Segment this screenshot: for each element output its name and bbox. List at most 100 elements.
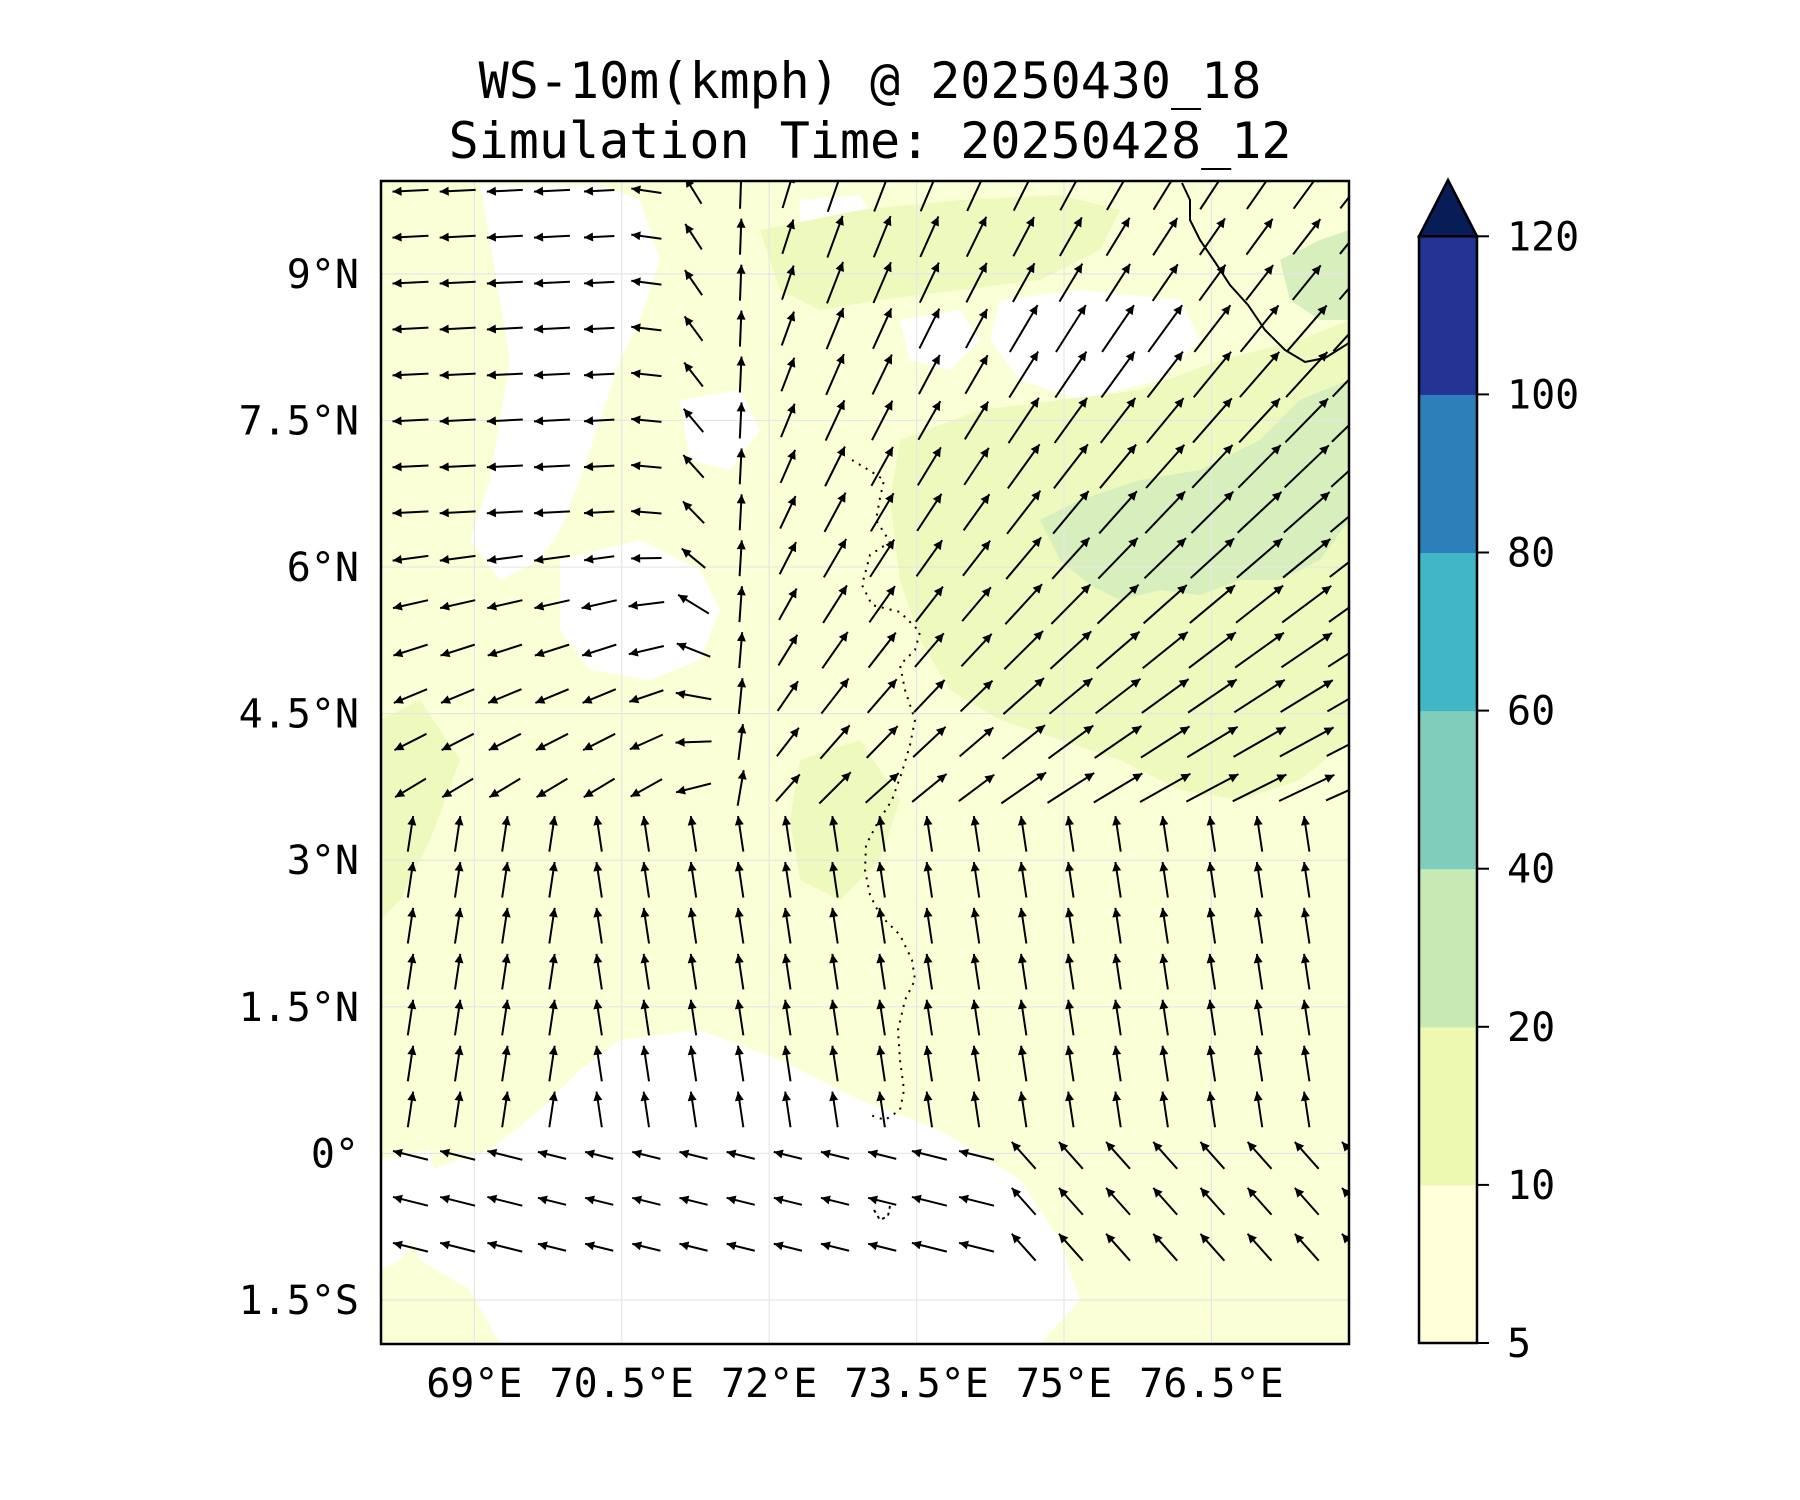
wind-arrow bbox=[923, 1091, 934, 1128]
wind-arrow bbox=[966, 181, 983, 212]
wind-arrow bbox=[1199, 1141, 1226, 1170]
wind-arrow bbox=[820, 1241, 850, 1252]
wind-arrow bbox=[392, 1148, 429, 1161]
wind-arrow bbox=[1152, 1141, 1178, 1170]
wind-arrow bbox=[439, 186, 476, 196]
wind-arrow bbox=[583, 186, 615, 196]
wind-arrow bbox=[734, 1045, 745, 1082]
wind-arrow bbox=[1189, 584, 1236, 624]
wind-arrow bbox=[1054, 350, 1088, 399]
wind-arrow bbox=[1052, 490, 1090, 535]
wind-arrow bbox=[640, 1045, 650, 1082]
wind-arrow bbox=[1281, 585, 1332, 624]
wind-arrow bbox=[916, 493, 943, 532]
colorbar-segment bbox=[1419, 710, 1477, 870]
wind-arrow bbox=[535, 732, 569, 752]
wind-arrow bbox=[1058, 1187, 1084, 1216]
wind-arrow bbox=[406, 907, 417, 944]
wind-arrow bbox=[593, 999, 603, 1036]
wind-arrow bbox=[1280, 632, 1333, 669]
wind-arrow bbox=[919, 181, 935, 212]
wind-arrow bbox=[821, 631, 849, 669]
wind-arrow bbox=[865, 772, 900, 804]
wind-arrow bbox=[501, 907, 511, 944]
wind-arrow bbox=[970, 861, 981, 898]
wind-arrow bbox=[439, 324, 476, 334]
wind-arrow bbox=[631, 461, 662, 471]
wind-arrow bbox=[1253, 861, 1264, 898]
wind-arrow bbox=[582, 732, 616, 752]
wind-arrow bbox=[958, 773, 995, 803]
wind-arrow bbox=[876, 1045, 886, 1082]
wind-arrow bbox=[632, 1241, 661, 1252]
wind-arrow bbox=[486, 554, 523, 564]
wind-arrow bbox=[734, 907, 745, 944]
wind-arrow bbox=[822, 584, 848, 624]
wind-arrow bbox=[1283, 491, 1331, 534]
wind-arrow bbox=[534, 643, 570, 658]
wind-arrow bbox=[1206, 999, 1217, 1036]
wind-arrow bbox=[1236, 491, 1283, 534]
wind-arrow bbox=[776, 727, 800, 757]
wind-arrow bbox=[736, 356, 746, 393]
wind-arrow bbox=[392, 232, 429, 242]
wind-arrow bbox=[1239, 304, 1280, 353]
wind-arrow bbox=[631, 369, 662, 379]
wind-arrow bbox=[826, 261, 844, 304]
wind-arrow bbox=[584, 1195, 614, 1206]
wind-arrow bbox=[1009, 304, 1039, 353]
maldives-atolls bbox=[851, 459, 922, 1122]
wind-arrow bbox=[1017, 953, 1028, 990]
wind-arrow bbox=[726, 1195, 755, 1206]
wind-arrow bbox=[632, 1149, 661, 1160]
wind-arrow bbox=[913, 679, 946, 713]
wind-vectors bbox=[392, 181, 1349, 1262]
wind-arrow bbox=[582, 688, 617, 704]
wind-arrow bbox=[682, 500, 705, 524]
map-frame bbox=[379, 179, 1351, 1346]
wind-arrow bbox=[1233, 678, 1286, 714]
wind-arrow bbox=[1093, 772, 1143, 804]
wind-arrow bbox=[1094, 725, 1142, 759]
wind-arrow bbox=[736, 264, 746, 301]
wind-arrow bbox=[780, 403, 796, 438]
wind-arrow bbox=[959, 679, 994, 713]
wind-arrow bbox=[486, 462, 523, 472]
calm-wind-region bbox=[990, 290, 1200, 400]
wind-arrow bbox=[915, 539, 944, 577]
wind-arrow bbox=[487, 643, 523, 658]
wind-arrow bbox=[826, 181, 840, 213]
wind-arrow bbox=[1152, 217, 1179, 256]
wind-arrow bbox=[782, 815, 792, 852]
wind-arrow bbox=[736, 448, 746, 485]
wind-arrow bbox=[1327, 652, 1349, 668]
wind-arrow bbox=[533, 232, 571, 242]
wind-arrow bbox=[872, 261, 892, 304]
wind-arrow bbox=[534, 554, 570, 564]
wind-arrow bbox=[914, 586, 944, 623]
wind-arrow bbox=[734, 953, 745, 990]
wind-arrow bbox=[970, 815, 981, 852]
wind-arrow bbox=[640, 953, 650, 990]
wind-arrow bbox=[630, 778, 663, 798]
wind-arrow bbox=[393, 688, 428, 704]
wind-arrow bbox=[1286, 304, 1328, 353]
wind-arrow bbox=[872, 215, 892, 258]
wind-arrow bbox=[584, 1149, 614, 1160]
wind-arrow bbox=[441, 732, 475, 752]
wind-arrow bbox=[867, 1241, 897, 1252]
wind-arrow bbox=[640, 815, 650, 852]
wind-arrow bbox=[440, 688, 475, 704]
wind-arrow bbox=[583, 777, 616, 799]
wind-arrow bbox=[1300, 1091, 1311, 1128]
wind-arrow bbox=[965, 308, 989, 349]
wind-arrow bbox=[1105, 263, 1131, 302]
wind-arrow bbox=[1278, 773, 1335, 802]
wind-arrow bbox=[1341, 1233, 1349, 1244]
wind-arrow bbox=[1099, 443, 1137, 489]
wind-arrow bbox=[1338, 286, 1349, 301]
wind-arrow bbox=[1300, 861, 1311, 898]
wind-arrow bbox=[683, 361, 704, 388]
coastlines bbox=[851, 182, 1349, 1222]
